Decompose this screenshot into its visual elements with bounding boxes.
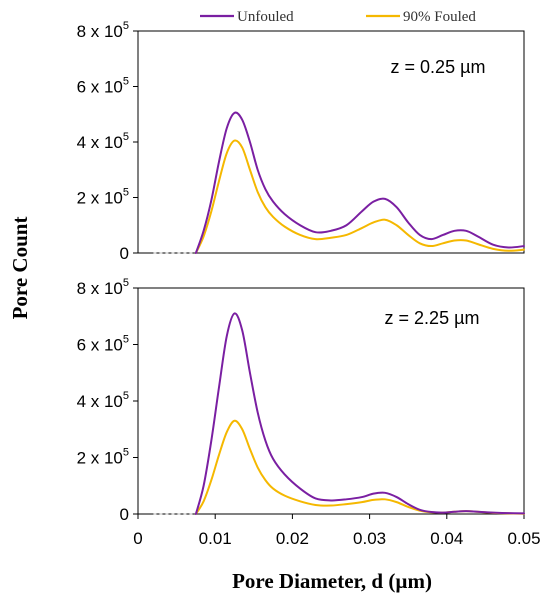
panel-annotation: z = 0.25 µm [391, 57, 486, 77]
x-tick-label: 0.01 [199, 529, 232, 548]
y-tick-label: 2 x 105 [77, 187, 129, 208]
panel-annotation: z = 2.25 µm [385, 308, 480, 328]
x-tick-label: 0.05 [507, 529, 540, 548]
y-tick-label: 2 x 105 [77, 447, 129, 468]
panel-top: 0 2 x 105 4 x 105 6 x 105 8 x 105 z = 0.25 µm [77, 20, 525, 263]
y-tick-label: 6 x 105 [77, 76, 129, 97]
y-tick-label: 4 x 105 [77, 390, 129, 411]
series-line-unfouled [194, 312, 525, 515]
series-line-fouled [194, 139, 525, 254]
y-tick-label: 6 x 105 [77, 334, 129, 355]
panel-bottom: 0 2 x 105 4 x 105 6 x 105 8 x 105 0 0.01 0.02 0.… [77, 277, 541, 548]
y-tick-label: 0 [120, 505, 129, 524]
y-tick-label: 4 x 105 [77, 131, 129, 152]
x-tick-label: 0.04 [430, 529, 463, 548]
legend-label-fouled: 90% Fouled [403, 9, 476, 25]
x-tick-label: 0 [133, 529, 142, 548]
legend-label-unfouled: Unfouled [237, 9, 294, 25]
x-tick-label: 0.03 [353, 529, 386, 548]
y-tick-label: 8 x 105 [77, 277, 129, 298]
y-tick-label: 8 x 105 [77, 20, 129, 41]
y-axis-title: Pore Count [8, 217, 32, 320]
x-axis-title: Pore Diameter, d (µm) [232, 569, 432, 593]
series-line-fouled [194, 419, 525, 515]
series-line-unfouled [194, 111, 525, 254]
legend: Unfouled 90% Fouled [200, 9, 476, 25]
y-tick-label: 0 [120, 244, 129, 263]
x-tick-label: 0.02 [276, 529, 309, 548]
